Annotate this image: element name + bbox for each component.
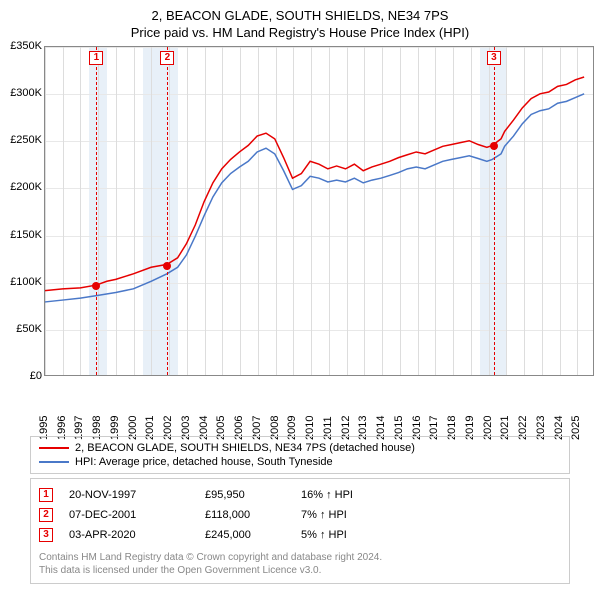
series-hpi (45, 94, 584, 302)
y-axis-label: £150K (0, 229, 42, 241)
sale-marker-box: 3 (487, 51, 501, 65)
chart-title-address: 2, BEACON GLADE, SOUTH SHIELDS, NE34 7PS (0, 0, 600, 23)
sale-pct: 16% ↑ HPI (301, 489, 381, 501)
legend-label: 2, BEACON GLADE, SOUTH SHIELDS, NE34 7PS… (75, 442, 415, 454)
sales-box: 1 20-NOV-1997 £95,950 16% ↑ HPI 2 07-DEC-2001… (30, 478, 570, 584)
sale-row: 2 07-DEC-2001 £118,000 7% ↑ HPI (39, 505, 561, 525)
sale-price: £118,000 (205, 509, 285, 521)
series-price_paid (45, 77, 584, 291)
chart-lines (45, 47, 593, 375)
sale-dot (163, 262, 171, 270)
sale-price: £95,950 (205, 489, 285, 501)
plot-area: 1 2 3 (44, 46, 594, 376)
y-axis-label: £0 (0, 370, 42, 382)
sale-marker-box: 2 (160, 51, 174, 65)
y-axis-label: £250K (0, 134, 42, 146)
sale-dashline (494, 47, 495, 375)
footer-line2: This data is licensed under the Open Gov… (39, 564, 561, 577)
sale-index-box: 1 (39, 488, 53, 502)
sale-marker-box: 1 (89, 51, 103, 65)
legend-row: 2, BEACON GLADE, SOUTH SHIELDS, NE34 7PS… (39, 441, 561, 455)
sale-date: 20-NOV-1997 (69, 489, 189, 501)
sale-index-box: 3 (39, 528, 53, 542)
x-axis-label: 2025 (570, 410, 582, 440)
y-axis-label: £300K (0, 87, 42, 99)
sale-dashline (167, 47, 168, 375)
sale-index-box: 2 (39, 508, 53, 522)
chart-title-sub: Price paid vs. HM Land Registry's House … (0, 23, 600, 40)
sale-row: 3 03-APR-2020 £245,000 5% ↑ HPI (39, 525, 561, 545)
sale-pct: 5% ↑ HPI (301, 529, 381, 541)
chart-container: 123 £0£50K£100K£150K£200K£250K£300K£350K… (0, 46, 600, 404)
sale-date: 03-APR-2020 (69, 529, 189, 541)
y-axis-label: £200K (0, 181, 42, 193)
y-axis-label: £50K (0, 323, 42, 335)
footer-line1: Contains HM Land Registry data © Crown c… (39, 551, 561, 564)
y-axis-label: £100K (0, 276, 42, 288)
legend-box: 2, BEACON GLADE, SOUTH SHIELDS, NE34 7PS… (30, 436, 570, 474)
sale-price: £245,000 (205, 529, 285, 541)
sale-dot (92, 282, 100, 290)
sale-dashline (96, 47, 97, 375)
sale-pct: 7% ↑ HPI (301, 509, 381, 521)
legend-row: HPI: Average price, detached house, Sout… (39, 455, 561, 469)
sale-date: 07-DEC-2001 (69, 509, 189, 521)
legend-label: HPI: Average price, detached house, Sout… (75, 456, 333, 468)
y-axis-label: £350K (0, 40, 42, 52)
legend-swatch (39, 461, 69, 463)
sale-dot (490, 142, 498, 150)
legend-swatch (39, 447, 69, 449)
sale-row: 1 20-NOV-1997 £95,950 16% ↑ HPI (39, 485, 561, 505)
footer-text: Contains HM Land Registry data © Crown c… (39, 545, 561, 577)
